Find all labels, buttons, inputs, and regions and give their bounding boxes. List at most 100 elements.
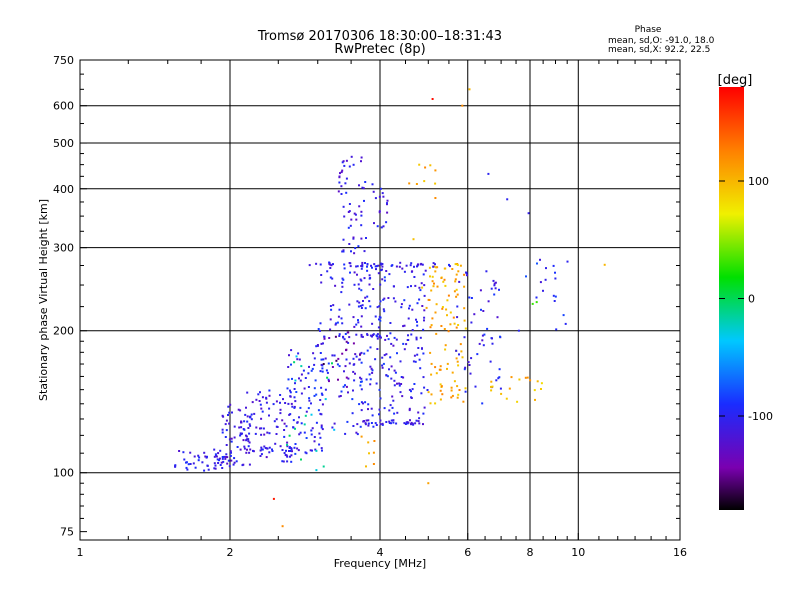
data-point bbox=[493, 284, 496, 287]
data-point bbox=[207, 468, 210, 471]
data-point bbox=[289, 391, 292, 394]
data-point bbox=[311, 449, 313, 452]
data-point bbox=[320, 413, 323, 416]
data-point bbox=[261, 448, 264, 451]
data-point bbox=[381, 422, 384, 425]
data-point bbox=[408, 409, 411, 412]
data-point bbox=[379, 283, 382, 286]
data-point bbox=[361, 335, 364, 338]
data-point bbox=[436, 285, 439, 288]
data-point bbox=[354, 247, 357, 250]
data-point bbox=[261, 410, 264, 413]
data-point bbox=[536, 380, 539, 383]
data-point bbox=[410, 333, 413, 336]
data-point bbox=[564, 322, 567, 325]
data-point bbox=[326, 270, 329, 273]
data-point bbox=[383, 276, 386, 279]
data-point bbox=[298, 377, 300, 380]
data-point bbox=[288, 450, 290, 452]
data-point bbox=[321, 449, 323, 452]
data-point bbox=[259, 403, 262, 406]
data-point bbox=[247, 438, 250, 441]
data-point bbox=[418, 417, 421, 420]
data-point bbox=[338, 365, 341, 368]
data-point bbox=[294, 452, 297, 455]
data-point bbox=[290, 454, 293, 457]
data-point bbox=[357, 245, 360, 248]
data-point bbox=[443, 267, 446, 270]
data-point bbox=[446, 362, 449, 365]
data-point bbox=[296, 421, 299, 424]
data-point bbox=[410, 396, 413, 399]
data-point bbox=[354, 213, 357, 216]
data-point bbox=[358, 184, 360, 187]
data-point bbox=[221, 467, 224, 469]
data-point bbox=[323, 337, 326, 340]
data-point bbox=[390, 342, 393, 345]
data-point bbox=[432, 285, 435, 288]
data-point bbox=[510, 376, 513, 379]
data-point bbox=[418, 286, 421, 289]
data-point bbox=[344, 384, 346, 387]
y-tick-label: 750 bbox=[53, 54, 74, 67]
data-point bbox=[225, 419, 228, 422]
data-point bbox=[395, 422, 398, 425]
data-point bbox=[401, 267, 404, 270]
data-point bbox=[253, 412, 256, 415]
data-point bbox=[243, 447, 246, 450]
data-point bbox=[352, 236, 355, 239]
stats-o-mode: mean, sd,O: -91.0, 18.0 bbox=[608, 36, 715, 46]
data-point bbox=[536, 262, 538, 265]
data-point bbox=[233, 457, 236, 460]
data-point bbox=[319, 399, 322, 401]
data-point bbox=[420, 392, 423, 395]
data-point bbox=[343, 263, 346, 266]
data-point bbox=[265, 447, 268, 450]
data-point bbox=[230, 440, 233, 443]
data-point bbox=[444, 348, 447, 351]
data-point bbox=[265, 396, 268, 399]
data-point bbox=[349, 224, 352, 227]
data-point bbox=[372, 451, 375, 454]
data-point bbox=[359, 376, 361, 379]
data-point bbox=[440, 325, 443, 327]
data-point bbox=[451, 371, 454, 374]
data-point bbox=[479, 289, 482, 292]
data-point bbox=[288, 434, 291, 437]
data-point bbox=[298, 358, 301, 361]
data-point bbox=[224, 457, 227, 460]
data-point bbox=[225, 444, 228, 446]
data-point bbox=[291, 405, 294, 408]
data-point bbox=[386, 203, 388, 206]
data-point bbox=[348, 336, 351, 339]
data-point bbox=[341, 250, 344, 253]
data-point bbox=[308, 399, 311, 402]
data-point bbox=[279, 394, 282, 396]
data-point bbox=[355, 265, 358, 268]
data-point bbox=[185, 466, 188, 469]
data-point bbox=[326, 371, 329, 374]
data-point bbox=[300, 392, 303, 395]
data-point bbox=[281, 460, 284, 463]
data-point bbox=[457, 270, 460, 273]
data-point bbox=[319, 322, 322, 325]
data-point bbox=[342, 336, 345, 339]
data-point bbox=[363, 250, 366, 253]
data-point bbox=[384, 338, 387, 341]
data-point bbox=[379, 397, 382, 400]
y-tick-label: 100 bbox=[53, 467, 74, 480]
data-point bbox=[456, 396, 459, 399]
data-point bbox=[203, 469, 206, 472]
data-point bbox=[221, 457, 224, 460]
data-point bbox=[486, 327, 489, 330]
data-point bbox=[243, 420, 246, 423]
data-point bbox=[263, 445, 266, 448]
data-point bbox=[373, 222, 375, 225]
data-point bbox=[355, 218, 358, 221]
data-point bbox=[360, 377, 363, 380]
data-point bbox=[309, 449, 312, 452]
data-point bbox=[487, 300, 490, 303]
data-point bbox=[407, 339, 410, 341]
data-point bbox=[411, 388, 414, 391]
data-point bbox=[443, 328, 446, 330]
